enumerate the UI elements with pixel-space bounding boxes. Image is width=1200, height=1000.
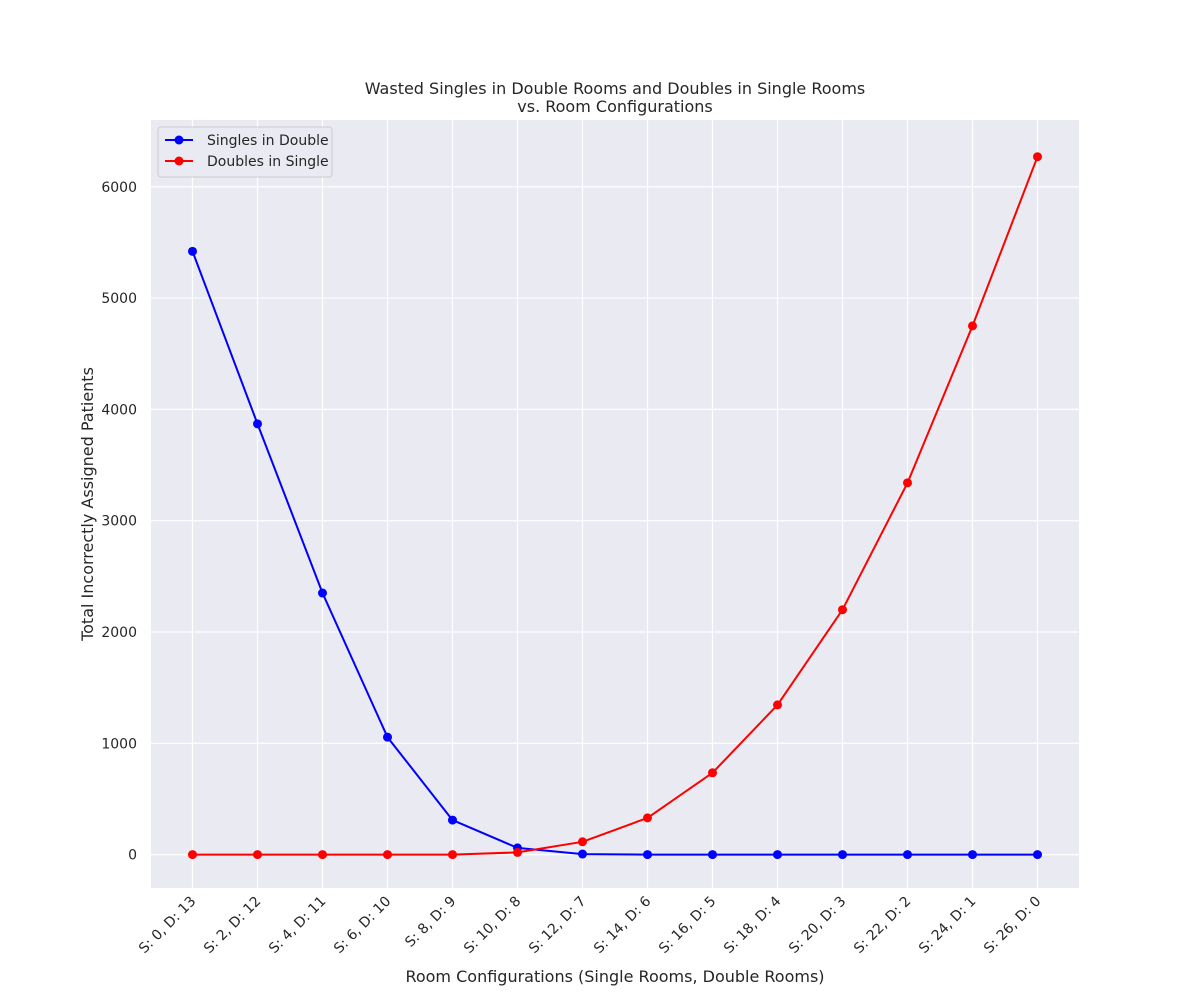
legend-box — [157, 126, 333, 178]
data-point-singles-in-double — [708, 850, 717, 860]
data-point-doubles-in-single — [1033, 152, 1042, 162]
data-point-singles-in-double — [838, 850, 847, 860]
legend-label-singles-in-double: Singles in Double — [207, 133, 329, 149]
y-tick-labels: 0 1000 2000 3000 4000 5000 6000 — [101, 180, 137, 864]
y-axis-title: Total Incorrectly Assigned Patients — [78, 367, 97, 642]
series-layer — [188, 152, 1042, 860]
y-tick-label: 2000 — [101, 625, 137, 641]
data-point-singles-in-double — [253, 419, 262, 429]
data-point-doubles-in-single — [383, 850, 392, 860]
legend: Singles in Double Doubles in Single — [157, 126, 333, 178]
y-tick-label: 5000 — [101, 291, 137, 307]
x-tick-label: S: 24, D: 1 — [916, 894, 979, 957]
data-point-doubles-in-single — [903, 478, 912, 488]
data-point-doubles-in-single — [448, 850, 457, 860]
data-point-doubles-in-single — [253, 850, 262, 860]
chart-title-line2: vs. Room Configurations — [517, 97, 712, 116]
y-tick-label: 4000 — [101, 402, 137, 418]
data-point-doubles-in-single — [578, 837, 587, 847]
data-point-singles-in-double — [968, 850, 977, 860]
x-tick-label: S: 22, D: 2 — [851, 894, 914, 957]
data-point-doubles-in-single — [188, 850, 197, 860]
x-tick-label: S: 0, D: 13 — [136, 894, 199, 957]
y-tick-label: 0 — [128, 848, 137, 864]
data-point-singles-in-double — [1033, 850, 1042, 860]
chart-title-line1: Wasted Singles in Double Rooms and Doubl… — [365, 79, 866, 98]
x-tick-label: S: 18, D: 4 — [721, 893, 784, 956]
x-tick-label: S: 20, D: 3 — [786, 894, 849, 957]
data-point-doubles-in-single — [838, 605, 847, 615]
y-tick-label: 3000 — [101, 514, 137, 530]
x-axis-title: Room Configurations (Single Rooms, Doubl… — [405, 967, 824, 986]
x-tick-label: S: 6, D: 10 — [331, 894, 394, 957]
data-point-doubles-in-single — [708, 768, 717, 778]
data-point-singles-in-double — [643, 850, 652, 860]
series-singles-in-double — [188, 246, 1042, 860]
data-point-singles-in-double — [318, 588, 327, 598]
legend-marker-singles-in-double — [174, 135, 184, 145]
x-tick-label: S: 12, D: 7 — [526, 894, 589, 957]
x-tick-label: S: 14, D: 6 — [591, 893, 654, 956]
data-point-doubles-in-single — [773, 700, 782, 710]
data-point-doubles-in-single — [318, 850, 327, 860]
x-tick-labels: S: 0, D: 13 S: 2, D: 12 S: 4, D: 11 S: 6, D… — [136, 893, 1044, 956]
plot-background — [151, 120, 1079, 888]
series-doubles-in-single — [188, 152, 1042, 860]
x-tick-label: S: 10, D: 8 — [461, 894, 524, 957]
y-tick-label: 1000 — [101, 736, 137, 752]
data-point-singles-in-double — [448, 815, 457, 825]
x-tick-label: S: 8, D: 9 — [402, 894, 459, 951]
x-tick-label: S: 16, D: 5 — [656, 894, 719, 957]
data-point-doubles-in-single — [643, 813, 652, 823]
data-point-doubles-in-single — [513, 847, 522, 857]
x-tick-label: S: 26, D: 0 — [981, 894, 1044, 957]
grid-layer — [151, 120, 1079, 888]
legend-marker-doubles-in-single — [174, 156, 184, 166]
legend-label-doubles-in-single: Doubles in Single — [207, 154, 329, 170]
series-line-singles-in-double — [191, 250, 1038, 856]
data-point-singles-in-double — [383, 732, 392, 742]
x-tick-label: S: 4, D: 11 — [266, 894, 329, 957]
data-point-singles-in-double — [903, 850, 912, 860]
x-tick-label: S: 2, D: 12 — [201, 894, 264, 957]
series-line-doubles-in-single — [192, 156, 1039, 856]
data-point-singles-in-double — [578, 849, 587, 859]
y-tick-label: 6000 — [101, 180, 137, 196]
data-point-singles-in-double — [773, 850, 782, 860]
data-point-doubles-in-single — [968, 321, 977, 331]
data-point-singles-in-double — [188, 246, 197, 256]
